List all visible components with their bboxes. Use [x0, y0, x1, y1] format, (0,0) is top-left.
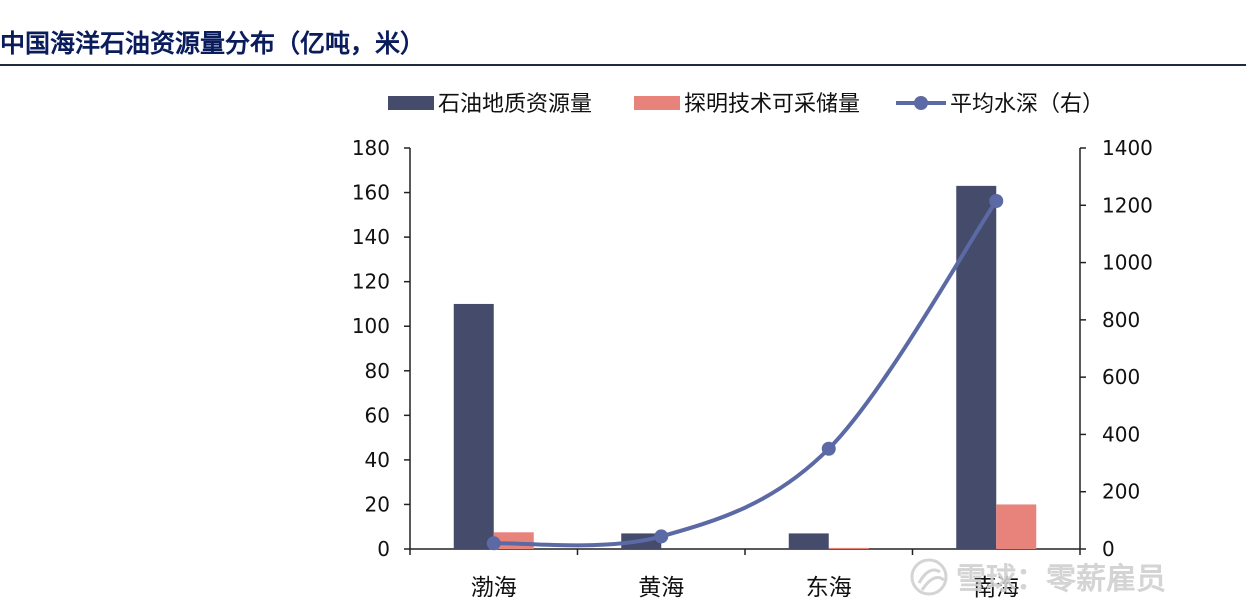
chart-line — [486, 193, 1004, 551]
x-tick-label: 渤海 — [471, 575, 517, 601]
line-point — [821, 441, 836, 456]
y-left-tick-label: 160 — [352, 181, 390, 205]
y-right-tick-label: 1400 — [1102, 136, 1153, 160]
legend-swatch — [388, 96, 434, 110]
y-right-tick-label: 0 — [1102, 537, 1115, 561]
page-title: 中国海洋石油资源量分布（亿吨，米） — [0, 29, 426, 58]
y-left-tick-label: 60 — [365, 403, 390, 427]
y-left-tick-label: 40 — [365, 448, 390, 472]
legend-label: 石油地质资源量 — [438, 92, 592, 117]
y-left-tick-label: 20 — [365, 492, 390, 516]
y-left-tick-label: 140 — [352, 225, 390, 249]
y-right-tick-label: 1200 — [1102, 193, 1153, 217]
chart-legend: 石油地质资源量 探明技术可采储量 平均水深（右） — [388, 92, 1104, 117]
bar — [453, 303, 494, 549]
line-point — [989, 193, 1004, 208]
bar — [996, 504, 1037, 549]
line-point — [486, 536, 501, 551]
series-line — [493, 199, 998, 548]
bar — [956, 185, 997, 549]
y-right-tick-label: 200 — [1102, 480, 1140, 504]
bar — [788, 533, 829, 549]
legend-swatch — [634, 96, 680, 110]
y-left-tick-label: 80 — [365, 359, 390, 383]
bar — [828, 547, 869, 549]
x-tick-label: 南海 — [973, 575, 1019, 601]
legend-label: 探明技术可采储量 — [684, 92, 860, 117]
chart-axes: 0 20 40 60 80 100 120 140 160 180 0 200 400 600 800 100… — [352, 136, 1153, 601]
x-tick-label: 黄海 — [638, 575, 684, 601]
y-right-tick-label: 1000 — [1102, 251, 1153, 275]
line-point — [654, 529, 669, 544]
y-left-tick-label: 120 — [352, 270, 390, 294]
y-left-tick-label: 180 — [352, 136, 390, 160]
watermark: 雪球：零薪雇员 — [910, 558, 1166, 597]
y-left-tick-label: 100 — [352, 314, 390, 338]
legend-line-marker — [914, 96, 928, 110]
chart-bars — [453, 185, 1037, 549]
y-right-tick-label: 600 — [1102, 365, 1140, 389]
x-tick-label: 东海 — [806, 575, 852, 601]
title-divider — [0, 64, 1246, 66]
y-right-tick-label: 800 — [1102, 308, 1140, 332]
xueqiu-logo-icon — [910, 558, 948, 596]
watermark-text: 雪球：零薪雇员 — [956, 562, 1166, 597]
y-left-tick-label: 0 — [377, 537, 390, 561]
y-right-tick-label: 400 — [1102, 422, 1140, 446]
legend-label: 平均水深（右） — [950, 92, 1104, 117]
